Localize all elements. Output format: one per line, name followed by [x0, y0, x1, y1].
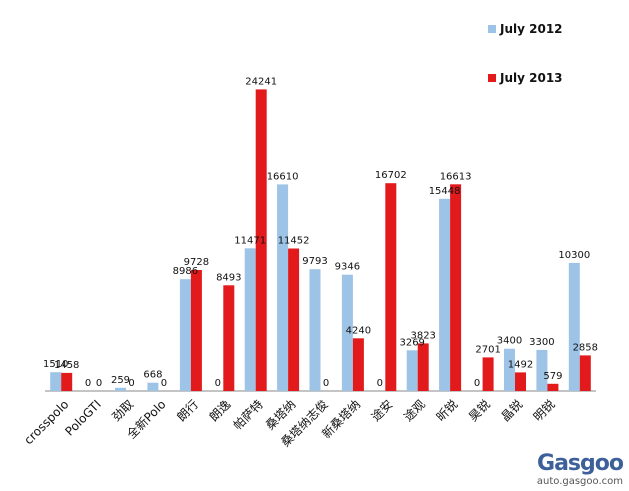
bars-group — [50, 89, 591, 392]
value-label-july-2013-5: 8493 — [216, 272, 241, 283]
value-label-july-2012-14: 3400 — [497, 336, 522, 347]
value-label-july-2012-2: 259 — [111, 375, 130, 386]
bar-july-2012-16 — [568, 262, 580, 391]
category-label-11: 途观 — [400, 397, 428, 425]
bar-july-2012-9 — [341, 274, 353, 391]
value-label-july-2012-6: 11471 — [234, 235, 266, 246]
category-label-4: 朗行 — [174, 397, 201, 424]
value-label-july-2012-15: 3300 — [529, 337, 554, 348]
category-label-15: 明锐 — [531, 397, 558, 424]
value-label-july-2013-8: 0 — [323, 378, 329, 389]
value-label-july-2013-14: 1492 — [508, 359, 533, 370]
category-label-10: 途安 — [368, 397, 396, 425]
category-label-13: 昊锐 — [466, 397, 493, 424]
value-label-july-2013-4: 9728 — [184, 257, 209, 268]
value-label-july-2013-3: 0 — [161, 378, 167, 389]
value-label-july-2013-1: 0 — [96, 378, 102, 389]
bar-july-2013-5 — [223, 285, 235, 391]
bar-july-2013-13 — [482, 357, 494, 391]
value-label-july-2013-6: 24241 — [245, 76, 277, 87]
value-label-july-2012-10: 0 — [377, 378, 383, 389]
legend-swatch-july-2012 — [488, 25, 496, 33]
value-label-july-2012-11: 3269 — [399, 337, 424, 348]
value-label-july-2013-15: 579 — [543, 371, 562, 382]
bar-july-2012-0 — [50, 372, 62, 391]
bar-july-2013-16 — [579, 355, 591, 391]
bar-july-2013-4 — [190, 270, 202, 391]
value-label-july-2012-0: 1510 — [43, 359, 68, 370]
value-label-july-2012-7: 16610 — [267, 171, 299, 182]
category-label-6: 帕萨特 — [230, 397, 266, 433]
category-label-2: 劲取 — [109, 397, 136, 424]
legend-label-july-2012: July 2012 — [499, 22, 563, 36]
bar-july-2013-7 — [288, 248, 300, 391]
legend-label-july-2013: July 2013 — [499, 71, 563, 85]
value-label-july-2013-9: 4240 — [346, 325, 371, 336]
category-label-12: 昕锐 — [434, 397, 461, 424]
value-label-july-2012-1: 0 — [85, 378, 91, 389]
bar-july-2012-12 — [439, 198, 451, 391]
value-label-july-2012-12: 15448 — [429, 186, 461, 197]
bar-july-2013-9 — [352, 338, 364, 391]
value-label-july-2013-0: 1458 — [54, 360, 79, 371]
value-label-july-2012-8: 9793 — [302, 256, 327, 267]
value-label-july-2013-13: 2701 — [475, 344, 500, 355]
watermark-url: auto.gasgoo.com — [536, 476, 623, 487]
bar-july-2013-14 — [515, 372, 526, 391]
bar-july-2012-4 — [179, 279, 191, 391]
category-label-14: 晶锐 — [498, 397, 525, 424]
watermark: Gasgoo auto.gasgoo.com — [536, 451, 624, 487]
category-label-0: crosspolo — [21, 397, 71, 447]
value-label-july-2012-9: 9346 — [335, 262, 360, 273]
category-label-5: 朗逸 — [207, 397, 234, 424]
value-label-july-2012-5: 0 — [215, 378, 221, 389]
bar-july-2013-10 — [385, 183, 397, 391]
legend: July 2012 July 2013 — [488, 22, 563, 85]
category-label-1: PoloGTI — [62, 397, 103, 438]
value-label-july-2012-4: 8986 — [173, 266, 198, 277]
value-label-july-2013-10: 16702 — [375, 170, 407, 181]
value-label-july-2013-16: 2858 — [573, 342, 598, 353]
watermark-logo: Gasgoo — [537, 451, 624, 476]
bar-july-2013-0 — [61, 372, 73, 391]
bar-july-2012-11 — [406, 350, 418, 391]
bar-july-2013-12 — [450, 184, 462, 391]
value-label-july-2013-11: 3823 — [410, 330, 435, 341]
value-label-july-2013-2: 0 — [128, 378, 134, 389]
bar-july-2012-8 — [309, 269, 321, 391]
bar-july-2012-7 — [277, 184, 289, 391]
bar-july-2012-15 — [536, 349, 548, 391]
bar-july-2012-2 — [115, 387, 126, 391]
value-label-july-2012-16: 10300 — [558, 250, 590, 261]
value-label-july-2013-12: 16613 — [440, 171, 472, 182]
bar-july-2013-11 — [417, 343, 429, 391]
value-label-july-2013-7: 11452 — [278, 236, 310, 247]
bar-july-2012-6 — [244, 248, 256, 391]
value-label-july-2012-3: 668 — [143, 370, 162, 381]
bar-july-2012-3 — [147, 382, 159, 391]
bar-july-2013-15 — [547, 383, 559, 391]
bar-july-2012-14 — [504, 348, 515, 391]
value-label-july-2012-13: 0 — [474, 378, 480, 389]
bar-july-2013-6 — [255, 89, 267, 392]
legend-swatch-july-2013 — [488, 74, 496, 82]
